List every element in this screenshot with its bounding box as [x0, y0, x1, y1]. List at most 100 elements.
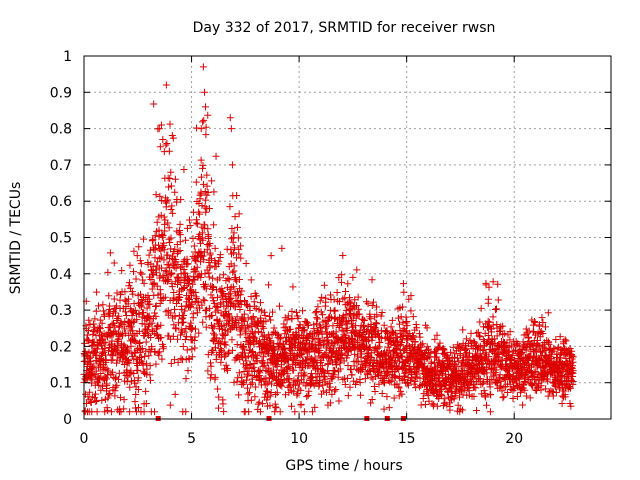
data-point: [177, 354, 185, 362]
data-point: [370, 382, 378, 390]
data-point: [148, 319, 156, 327]
data-point: [199, 236, 207, 244]
data-point: [475, 343, 483, 351]
data-point: [156, 192, 164, 200]
data-point: [492, 366, 500, 374]
data-point: [184, 367, 192, 375]
data-point: [142, 338, 150, 346]
data-point: [290, 388, 298, 396]
data-point: [161, 227, 169, 235]
data-point: [519, 364, 527, 372]
data-point: [490, 372, 498, 380]
data-point: [183, 255, 191, 263]
data-point: [258, 322, 266, 330]
data-point: [252, 351, 260, 359]
data-point: [225, 310, 233, 318]
data-point: [364, 300, 372, 308]
data-point: [531, 319, 539, 327]
data-point: [202, 196, 210, 204]
data-point: [225, 348, 233, 356]
data-point: [182, 408, 190, 416]
data-point: [302, 382, 310, 390]
data-point: [155, 351, 163, 359]
x-tick-label: 20: [505, 431, 523, 447]
data-point: [558, 400, 566, 408]
data-point: [231, 213, 239, 221]
data-point: [242, 357, 250, 365]
data-point: [327, 314, 335, 322]
data-point: [331, 315, 339, 323]
data-point: [181, 328, 189, 336]
data-point: [475, 332, 483, 340]
data-point: [229, 283, 237, 291]
data-point: [411, 377, 419, 385]
data-point: [210, 322, 218, 330]
data-point: [260, 324, 268, 332]
data-point: [90, 320, 98, 328]
data-point: [438, 382, 446, 390]
data-point: [360, 321, 368, 329]
x-tick-label: 15: [398, 431, 416, 447]
data-point: [393, 380, 401, 388]
data-point: [104, 407, 112, 415]
data-point: [569, 367, 577, 375]
data-point: [251, 329, 259, 337]
data-point: [197, 173, 205, 181]
data-point: [539, 330, 547, 338]
y-tick-label: 0.2: [50, 339, 72, 355]
data-point: [237, 242, 245, 250]
data-point: [388, 316, 396, 324]
data-point: [188, 353, 196, 361]
data-point: [373, 311, 381, 319]
data-point: [129, 290, 137, 298]
data-point: [357, 391, 365, 399]
data-point: [207, 359, 215, 367]
data-point: [318, 293, 326, 301]
data-point: [192, 267, 200, 275]
data-point: [306, 331, 314, 339]
data-point: [101, 408, 109, 416]
data-point: [111, 309, 119, 317]
data-point: [354, 293, 362, 301]
data-point: [474, 328, 482, 336]
data-point: [326, 399, 334, 407]
data-point: [127, 284, 135, 292]
data-point: [319, 311, 327, 319]
data-point: [134, 403, 142, 411]
data-point: [552, 389, 560, 397]
data-point: [266, 392, 274, 400]
data-point: [251, 393, 259, 401]
data-point: [113, 347, 121, 355]
data-point: [84, 331, 92, 339]
data-point: [139, 299, 147, 307]
data-point: [361, 375, 369, 383]
data-point: [341, 332, 349, 340]
data-point: [563, 377, 571, 385]
data-point: [146, 376, 154, 384]
data-point: [262, 317, 270, 325]
data-point: [375, 380, 383, 388]
data-point: [529, 382, 537, 390]
data-point: [151, 232, 159, 240]
data-point: [91, 372, 99, 380]
data-point: [183, 346, 191, 354]
data-point: [168, 283, 176, 291]
data-point: [100, 339, 108, 347]
data-point: [204, 232, 212, 240]
data-point: [245, 408, 253, 416]
data-point: [373, 320, 381, 328]
data-point: [160, 213, 168, 221]
data-point: [118, 267, 126, 275]
spike-point: [155, 125, 163, 133]
data-point: [113, 289, 121, 297]
data-point: [192, 325, 200, 333]
data-point: [475, 374, 483, 382]
data-point: [204, 189, 212, 197]
data-point: [329, 322, 337, 330]
data-point: [372, 325, 380, 333]
data-point: [148, 285, 156, 293]
data-point: [417, 341, 425, 349]
data-point: [494, 378, 502, 386]
x-axis-title: GPS time / hours: [285, 458, 402, 474]
data-point: [126, 383, 134, 391]
